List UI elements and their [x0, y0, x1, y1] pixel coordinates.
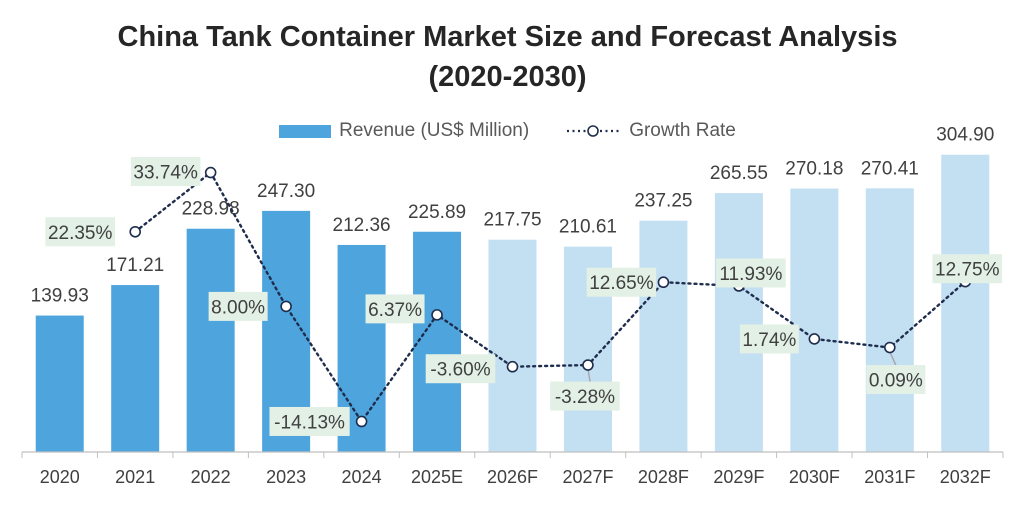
bar-value-label: 228.98 [182, 199, 240, 220]
bar-value-label: 270.18 [785, 159, 843, 180]
growth-label: 0.09% [869, 371, 923, 392]
growth-label-box [716, 258, 786, 288]
bar-2021 [111, 285, 160, 452]
x-tick-label: 2028F [638, 467, 689, 487]
growth-marker [280, 300, 292, 313]
growth-label-box [425, 354, 496, 384]
bar-2029F [714, 193, 763, 452]
growth-marker [204, 166, 217, 179]
x-tick-label: 2024 [342, 467, 382, 487]
growth-label-box [365, 294, 425, 324]
bar-2026F [488, 239, 537, 452]
bar-value-label: 270.41 [861, 158, 919, 179]
bar-value-label: 210.61 [559, 217, 617, 238]
growth-marker [582, 359, 594, 371]
growth-label: -14.13% [274, 412, 345, 433]
growth-marker [355, 415, 368, 428]
chart-subtitle: (2020-2030) [428, 61, 587, 93]
growth-marker [657, 276, 670, 289]
x-tick-label: 2026F [487, 467, 538, 487]
bar-value-label: 265.55 [710, 163, 768, 184]
bar-value-label: 304.90 [936, 125, 994, 146]
legend-item-revenue: Revenue (US$ Million) [279, 120, 529, 142]
growth-label-box [739, 324, 799, 354]
legend-label-revenue: Revenue (US$ Million) [339, 120, 530, 141]
growth-rate-line [133, 170, 967, 424]
growth-marker [129, 225, 141, 238]
chart-title: China Tank Container Market Size and For… [117, 21, 898, 53]
bar-value-label: 247.30 [257, 181, 315, 202]
bar-2032F [941, 154, 990, 452]
bar-2025E [413, 231, 462, 452]
growth-label-leader [889, 351, 898, 368]
bar-2028F [639, 220, 688, 452]
x-tick-label: 2029F [713, 467, 764, 487]
growth-label-box [932, 254, 1003, 284]
x-tick-label: 2032F [940, 467, 991, 487]
growth-label: 33.74% [133, 163, 198, 184]
growth-label: 8.00% [211, 297, 265, 318]
legend-bar-swatch [279, 124, 332, 138]
growth-label-box [45, 217, 115, 247]
legend-label-growth: Growth Rate [629, 120, 736, 141]
x-tick-label: 2031F [864, 467, 915, 487]
growth-label: 22.35% [48, 223, 113, 244]
bar-2020 [35, 315, 84, 452]
bar-2022 [186, 228, 235, 452]
growth-label: 12.75% [935, 260, 1000, 281]
bar-value-label: 139.93 [31, 286, 89, 307]
growth-marker [506, 360, 519, 373]
growth-label: 1.74% [742, 330, 796, 351]
growth-marker [808, 333, 821, 345]
x-tick-label: 2025E [411, 467, 463, 487]
x-tick-label: 2021 [115, 467, 155, 487]
legend: Revenue (US$ Million) Growth Rate [0, 116, 1015, 146]
bar-value-label: 212.36 [333, 215, 391, 236]
x-tick-label: 2022 [191, 467, 231, 487]
growth-label: 12.65% [589, 273, 654, 294]
x-tick-label: 2020 [40, 467, 80, 487]
legend-line-swatch [567, 125, 620, 137]
bar-2031F [865, 188, 914, 452]
x-tick-label: 2023 [266, 467, 306, 487]
growth-marker [431, 309, 443, 321]
growth-marker [884, 341, 896, 354]
bar-value-label: 225.89 [408, 202, 466, 223]
legend-item-growth: Growth Rate [565, 120, 736, 142]
bar-2030F [790, 188, 839, 452]
growth-label-box [130, 157, 201, 187]
growth-label: -3.60% [430, 360, 490, 381]
x-tick-label: 2030F [789, 467, 840, 487]
growth-label-box [586, 267, 657, 297]
growth-label-box [269, 406, 350, 436]
growth-label-box [550, 381, 620, 411]
growth-label-box [866, 365, 926, 395]
bar-value-label: 217.75 [483, 210, 541, 231]
x-tick-label: 2027F [562, 467, 613, 487]
bar-value-label: 237.25 [634, 191, 692, 212]
bar-value-label: 171.21 [106, 255, 164, 276]
growth-label: -3.28% [555, 387, 615, 408]
growth-label: 11.93% [719, 264, 782, 285]
growth-label-box [208, 291, 268, 321]
growth-label: 6.37% [368, 300, 422, 321]
